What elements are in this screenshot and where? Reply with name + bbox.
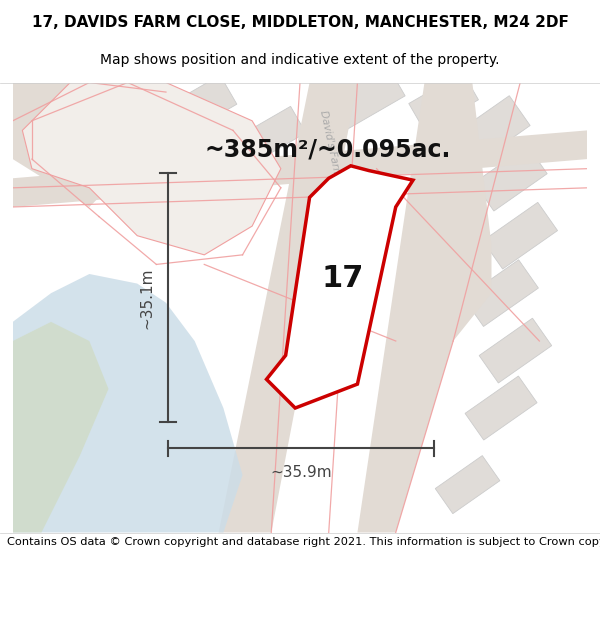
Text: ~35.9m: ~35.9m <box>270 464 332 479</box>
Polygon shape <box>13 131 587 207</box>
Bar <box>479 318 552 383</box>
Bar <box>409 72 478 131</box>
Text: ~385m²/~0.095ac.: ~385m²/~0.095ac. <box>204 138 451 161</box>
Text: Contains OS data © Crown copyright and database right 2021. This information is : Contains OS data © Crown copyright and d… <box>7 537 600 547</box>
Bar <box>464 260 538 326</box>
Polygon shape <box>13 274 242 532</box>
Text: 17, DAVIDS FARM CLOSE, MIDDLETON, MANCHESTER, M24 2DF: 17, DAVIDS FARM CLOSE, MIDDLETON, MANCHE… <box>32 15 568 30</box>
Bar <box>329 64 405 129</box>
Polygon shape <box>13 82 128 207</box>
Bar <box>453 96 530 165</box>
Polygon shape <box>218 82 358 532</box>
Bar <box>474 146 547 211</box>
Polygon shape <box>22 82 281 255</box>
Polygon shape <box>13 322 109 532</box>
Bar <box>465 376 537 440</box>
Bar <box>483 202 557 269</box>
Text: ~35.1m: ~35.1m <box>139 267 154 329</box>
Bar <box>77 83 168 159</box>
Polygon shape <box>266 166 413 408</box>
Text: David's Farm Close: David's Farm Close <box>318 109 349 209</box>
Bar <box>162 75 237 138</box>
Bar <box>435 456 500 514</box>
Bar <box>236 106 306 164</box>
Text: 17: 17 <box>322 264 364 293</box>
Text: Map shows position and indicative extent of the property.: Map shows position and indicative extent… <box>100 53 500 68</box>
Polygon shape <box>358 82 491 532</box>
